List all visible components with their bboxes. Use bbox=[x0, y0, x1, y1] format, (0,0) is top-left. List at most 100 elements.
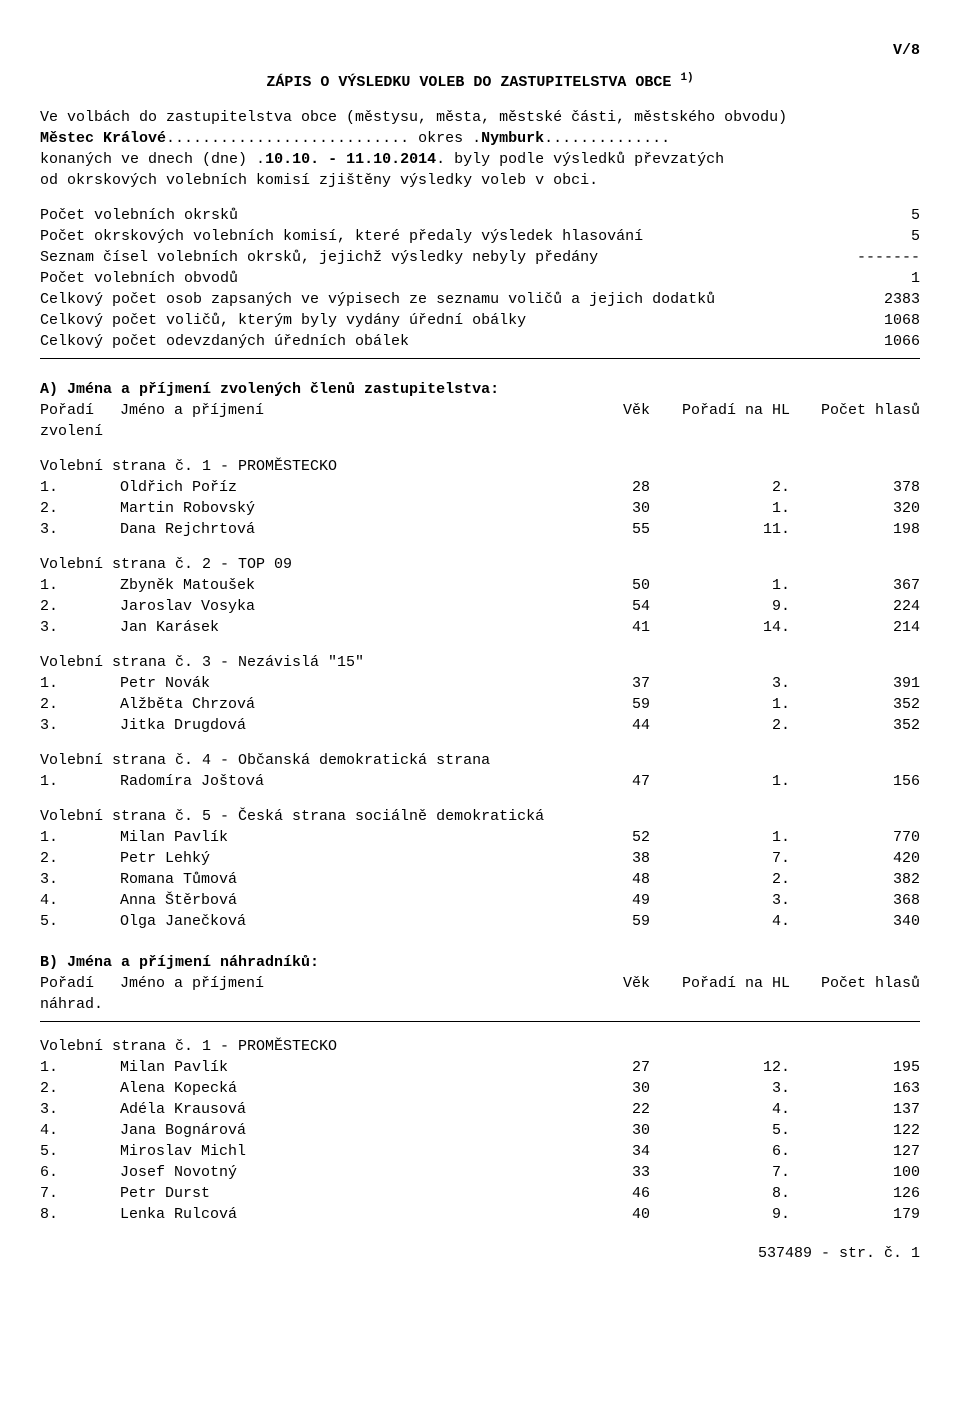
cell-name: Zbyněk Matoušek bbox=[120, 575, 580, 596]
result-row: 1.Zbyněk Matoušek501.367 bbox=[40, 575, 920, 596]
stat-label: Seznam čísel volebních okrsků, jejichž v… bbox=[40, 247, 850, 268]
cell-age: 30 bbox=[580, 1120, 650, 1141]
cell-age: 47 bbox=[580, 771, 650, 792]
cell-hl: 9. bbox=[650, 1204, 790, 1225]
section-a: A) Jména a příjmení zvolených členů zast… bbox=[40, 379, 920, 442]
cell-age: 34 bbox=[580, 1141, 650, 1162]
cell-hl: 7. bbox=[650, 848, 790, 869]
cell-votes: 100 bbox=[790, 1162, 920, 1183]
line2-dot2: . bbox=[436, 151, 445, 168]
cell-pos: 8. bbox=[40, 1204, 120, 1225]
cell-name: Adéla Krausová bbox=[120, 1099, 580, 1120]
cell-pos: 7. bbox=[40, 1183, 120, 1204]
stat-row: Celkový počet osob zapsaných ve výpisech… bbox=[40, 289, 920, 310]
cell-votes: 163 bbox=[790, 1078, 920, 1099]
cell-votes: 378 bbox=[790, 477, 920, 498]
line2b: byly podle výsledků převzatých bbox=[454, 151, 724, 168]
cell-name: Milan Pavlík bbox=[120, 1057, 580, 1078]
section-b: B) Jména a příjmení náhradníků: Pořadí J… bbox=[40, 952, 920, 1015]
cell-pos: 1. bbox=[40, 575, 120, 596]
col-votes-b: Počet hlasů bbox=[790, 973, 920, 994]
cell-votes: 137 bbox=[790, 1099, 920, 1120]
line2a: konaných ve dnech (dne) bbox=[40, 151, 256, 168]
cell-pos: 1. bbox=[40, 673, 120, 694]
cell-pos: 1. bbox=[40, 771, 120, 792]
cell-pos: 4. bbox=[40, 1120, 120, 1141]
cell-hl: 1. bbox=[650, 771, 790, 792]
party-head: Volební strana č. 3 - Nezávislá "15" bbox=[40, 652, 920, 673]
col-sub-nahrad: náhrad. bbox=[40, 994, 920, 1015]
result-row: 1.Milan Pavlík2712.195 bbox=[40, 1057, 920, 1078]
okres-name: Nymburk bbox=[481, 130, 544, 147]
cell-age: 41 bbox=[580, 617, 650, 638]
col-age: Věk bbox=[580, 400, 650, 421]
section-b-head: B) Jména a příjmení náhradníků: bbox=[40, 952, 920, 973]
cell-votes: 122 bbox=[790, 1120, 920, 1141]
cell-votes: 391 bbox=[790, 673, 920, 694]
cell-name: Jitka Drugdová bbox=[120, 715, 580, 736]
okres-dot: . bbox=[472, 130, 481, 147]
cell-age: 54 bbox=[580, 596, 650, 617]
cell-age: 49 bbox=[580, 890, 650, 911]
stats-block: Počet volebních okrsků5Počet okrskových … bbox=[40, 205, 920, 352]
stat-value: 2383 bbox=[850, 289, 920, 310]
cell-age: 59 bbox=[580, 911, 650, 932]
cell-pos: 3. bbox=[40, 617, 120, 638]
parties-a: Volební strana č. 1 - PROMĚSTECKO 1.Oldř… bbox=[40, 456, 920, 932]
party-block: Volební strana č. 1 - PROMĚSTECKO 1.Mila… bbox=[40, 1036, 920, 1225]
cell-pos: 1. bbox=[40, 1057, 120, 1078]
page: V/8 ZÁPIS O VÝSLEDKU VOLEB DO ZASTUPITEL… bbox=[0, 0, 960, 1304]
cell-hl: 2. bbox=[650, 869, 790, 890]
cell-hl: 4. bbox=[650, 1099, 790, 1120]
obec-name: Městec Králové bbox=[40, 130, 166, 147]
cell-votes: 420 bbox=[790, 848, 920, 869]
stat-value: ------- bbox=[850, 247, 920, 268]
cell-hl: 4. bbox=[650, 911, 790, 932]
cell-pos: 2. bbox=[40, 694, 120, 715]
col-sub-zvoleni: zvolení bbox=[40, 421, 920, 442]
cell-name: Lenka Rulcová bbox=[120, 1204, 580, 1225]
cell-pos: 3. bbox=[40, 1099, 120, 1120]
cell-age: 48 bbox=[580, 869, 650, 890]
cell-pos: 5. bbox=[40, 1141, 120, 1162]
col-pos-b: Pořadí bbox=[40, 973, 120, 994]
party-head: Volební strana č. 1 - PROMĚSTECKO bbox=[40, 1036, 920, 1057]
okres-dots: .............. bbox=[544, 128, 670, 149]
cell-age: 38 bbox=[580, 848, 650, 869]
result-row: 2.Alžběta Chrzová591.352 bbox=[40, 694, 920, 715]
col-age-b: Věk bbox=[580, 973, 650, 994]
cell-pos: 3. bbox=[40, 715, 120, 736]
result-row: 1.Radomíra Joštová471.156 bbox=[40, 771, 920, 792]
cell-age: 22 bbox=[580, 1099, 650, 1120]
cell-votes: 179 bbox=[790, 1204, 920, 1225]
cell-hl: 1. bbox=[650, 694, 790, 715]
cell-hl: 2. bbox=[650, 477, 790, 498]
intro-line1: Ve volbách do zastupitelstva obce (městy… bbox=[40, 107, 920, 128]
result-row: 2.Alena Kopecká303.163 bbox=[40, 1078, 920, 1099]
cell-name: Milan Pavlík bbox=[120, 827, 580, 848]
col-hl: Pořadí na HL bbox=[650, 400, 790, 421]
stat-value: 1066 bbox=[850, 331, 920, 352]
result-row: 3.Romana Tůmová482.382 bbox=[40, 869, 920, 890]
line2-dot: . bbox=[256, 151, 265, 168]
cell-hl: 5. bbox=[650, 1120, 790, 1141]
cell-age: 59 bbox=[580, 694, 650, 715]
cell-name: Martin Robovský bbox=[120, 498, 580, 519]
result-row: 3.Dana Rejchrtová5511.198 bbox=[40, 519, 920, 540]
cell-hl: 1. bbox=[650, 575, 790, 596]
result-row: 2.Petr Lehký387.420 bbox=[40, 848, 920, 869]
cell-votes: 126 bbox=[790, 1183, 920, 1204]
cell-hl: 2. bbox=[650, 715, 790, 736]
cell-hl: 1. bbox=[650, 498, 790, 519]
result-row: 5.Miroslav Michl346.127 bbox=[40, 1141, 920, 1162]
cell-votes: 214 bbox=[790, 617, 920, 638]
cell-hl: 11. bbox=[650, 519, 790, 540]
okres-word: okres bbox=[418, 130, 472, 147]
cell-votes: 382 bbox=[790, 869, 920, 890]
dates: 10.10. - 11.10.2014 bbox=[265, 151, 436, 168]
cell-name: Jan Karásek bbox=[120, 617, 580, 638]
cell-votes: 340 bbox=[790, 911, 920, 932]
stat-label: Celkový počet voličů, kterým byly vydány… bbox=[40, 310, 850, 331]
cell-name: Jaroslav Vosyka bbox=[120, 596, 580, 617]
col-pos: Pořadí bbox=[40, 400, 120, 421]
